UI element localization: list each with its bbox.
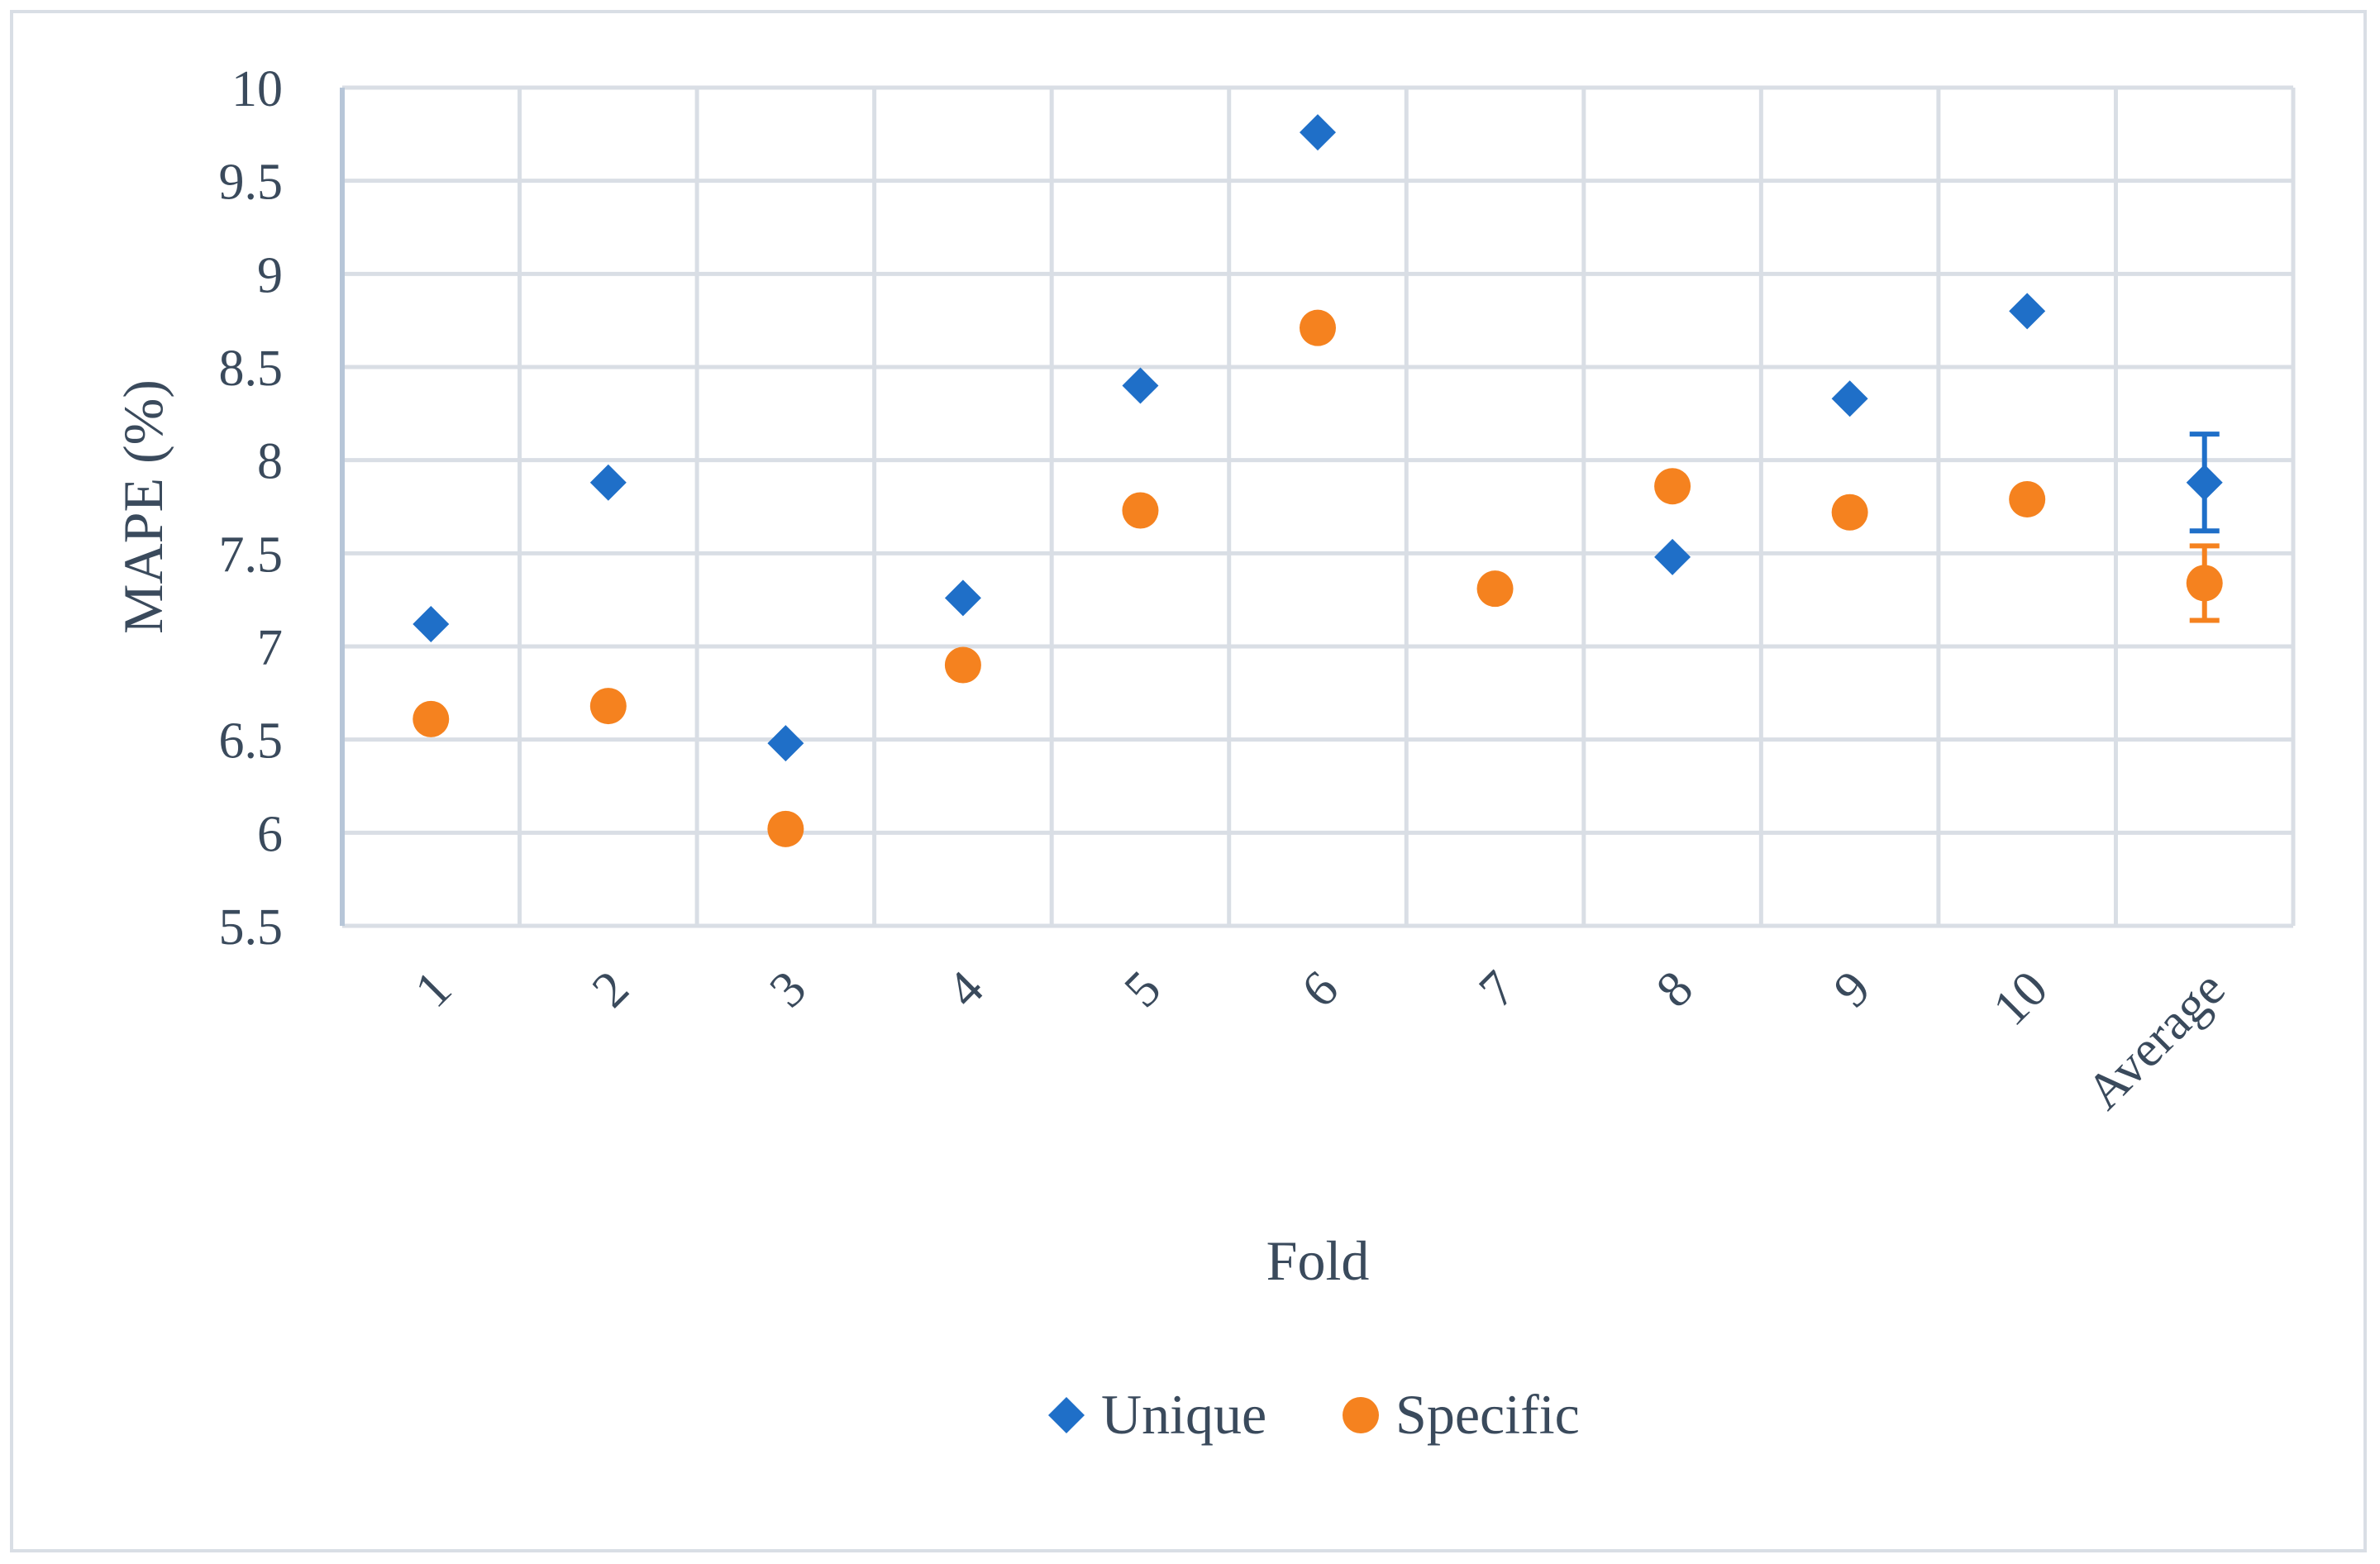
y-tick-label: 7: [257, 620, 283, 676]
chart-frame: [10, 10, 2367, 1552]
x-tick-labels: 1 2 3 4 5 6 7 8 9 10 Average: [404, 961, 2235, 1120]
data-point-unique: [1122, 367, 1159, 404]
x-tick-label: Average: [2076, 961, 2235, 1120]
y-tick-labels: 5.5 6 6.5 7 7.5 8 8.5 9 9.5 10: [219, 61, 284, 956]
legend-item-unique: Unique: [1048, 1383, 1266, 1446]
x-axis-title: Fold: [1266, 1229, 1370, 1292]
legend-label: Specific: [1395, 1383, 1580, 1446]
y-tick-label: 10: [231, 61, 283, 117]
data-point-unique: [589, 464, 627, 501]
point-layer: [413, 114, 2223, 847]
x-tick-label: 1: [404, 961, 462, 1018]
y-axis-title: MAPE (%): [112, 379, 174, 634]
x-tick-label: 7: [1468, 961, 1526, 1018]
x-tick-label: 5: [1114, 961, 1171, 1018]
data-point-specific: [1654, 468, 1691, 505]
x-tick-label: 2: [582, 961, 640, 1018]
x-tick-label: 6: [1291, 961, 1349, 1018]
y-tick-label: 6.5: [219, 713, 284, 770]
x-tick-label: 9: [1824, 961, 1882, 1018]
data-point-unique: [1831, 380, 1868, 417]
data-point-specific: [2186, 565, 2223, 602]
x-tick-label: 10: [1982, 961, 2058, 1037]
data-point-unique: [1300, 114, 1336, 151]
grid-layer: [340, 85, 2296, 928]
data-point-specific: [2009, 480, 2046, 517]
legend-label: Unique: [1101, 1383, 1266, 1446]
y-tick-label: 7.5: [219, 527, 284, 583]
y-tick-label: 6: [257, 806, 283, 862]
x-tick-label: 4: [937, 961, 994, 1018]
data-point-unique: [1654, 538, 1691, 575]
x-tick-label: 8: [1646, 961, 1704, 1018]
data-point-specific: [944, 646, 981, 684]
data-point-specific: [1476, 570, 1514, 608]
data-point-specific: [1122, 492, 1159, 529]
y-tick-label: 9.5: [219, 155, 284, 211]
legend-marker-unique: [1048, 1397, 1085, 1433]
legend-marker-specific: [1343, 1397, 1379, 1433]
data-point-unique: [767, 725, 804, 762]
data-point-unique: [944, 579, 981, 617]
y-tick-label: 5.5: [219, 899, 284, 956]
legend-item-specific: Specific: [1343, 1383, 1580, 1446]
data-point-specific: [1831, 494, 1868, 531]
y-tick-label: 8.5: [219, 341, 284, 397]
y-tick-label: 9: [257, 247, 283, 303]
y-tick-label: 8: [257, 434, 283, 490]
data-point-unique: [2186, 464, 2223, 501]
data-point-unique: [2009, 293, 2046, 330]
data-point-specific: [589, 688, 627, 725]
data-point-specific: [767, 810, 804, 847]
data-point-unique: [413, 605, 450, 642]
data-point-specific: [1300, 309, 1336, 346]
x-tick-label: 3: [759, 961, 817, 1018]
data-point-specific: [413, 700, 450, 737]
legend: Unique Specific: [1048, 1383, 1580, 1446]
